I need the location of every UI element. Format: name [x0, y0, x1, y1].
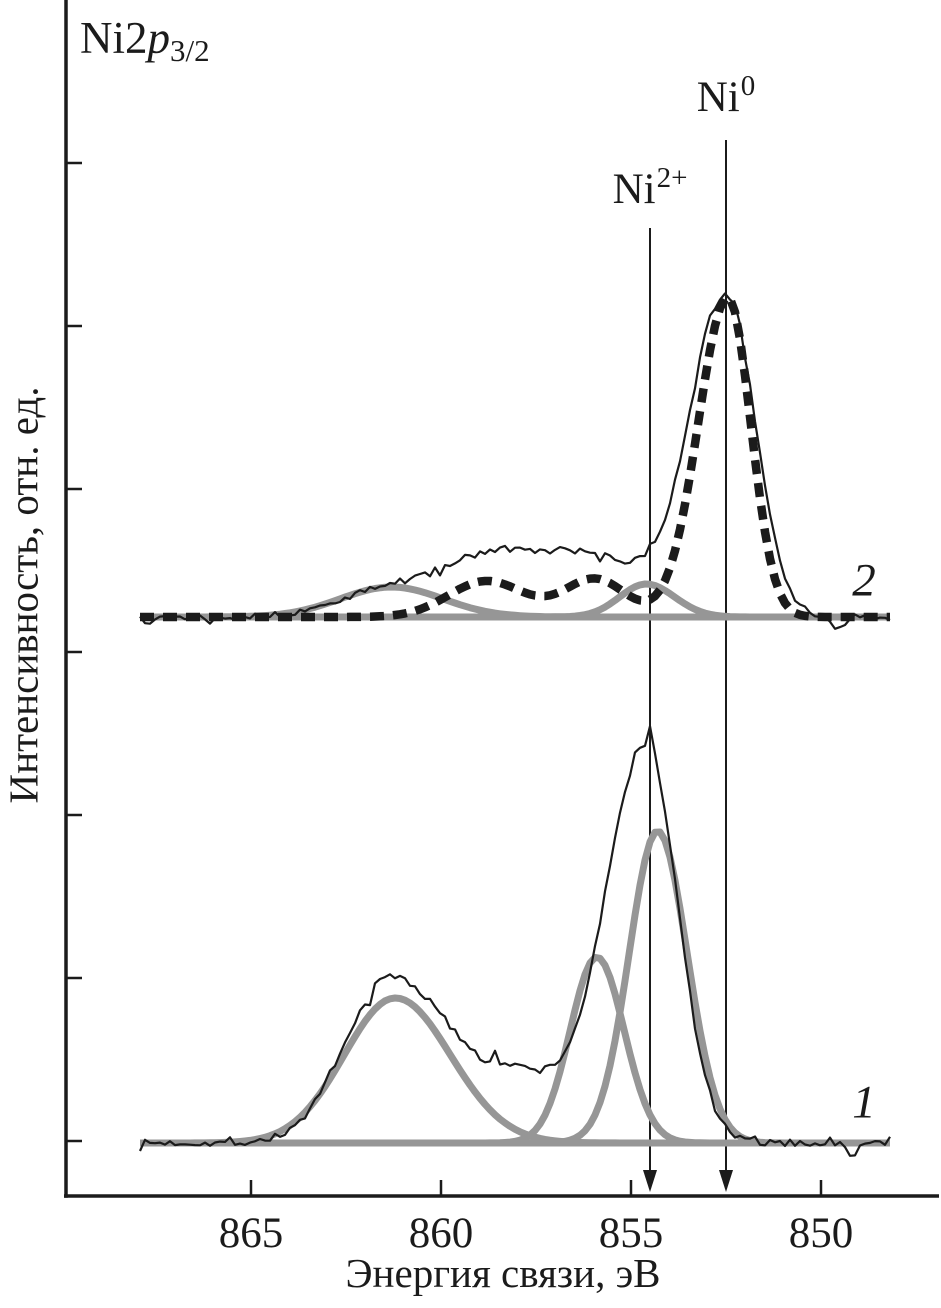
marker-label-ni0-base: Ni: [696, 74, 740, 121]
marker-label-ni0: Ni0: [696, 72, 756, 121]
curve-label-spectrum-2: 2: [852, 554, 876, 607]
spectrum-2-dashed-curve: [140, 294, 890, 622]
x-axis-title: Энергия связи, эВ: [345, 1250, 661, 1296]
spectrum-1-component-2: [140, 828, 890, 1147]
y-axis-title: Интенсивность, отн. ед.: [0, 386, 47, 804]
plot-title-orbital: p: [147, 13, 171, 63]
x-tick-label-3: 850: [789, 1210, 854, 1257]
curve-label-spectrum-1: 1: [852, 1076, 876, 1129]
plot-title: Ni2p3/2: [80, 13, 210, 67]
plot-title-subscript: 3/2: [170, 33, 210, 69]
marker-arrowhead-0: [643, 1170, 657, 1192]
spectrum-1-component-1: [140, 953, 890, 1147]
marker-label-ni2plus: Ni2+: [612, 164, 688, 213]
spectrum-1-component-0: [140, 994, 890, 1147]
marker-label-ni2plus-sup: 2+: [656, 162, 688, 195]
marker-label-ni0-sup: 0: [740, 70, 756, 103]
spectrum-2-component-0: [140, 583, 890, 621]
x-tick-label-0: 865: [219, 1210, 284, 1257]
marker-label-ni2plus-base: Ni: [612, 166, 656, 213]
x-tick-label-1: 860: [409, 1210, 474, 1257]
spectrum-1-envelope: [138, 725, 891, 1157]
x-tick-label-2: 855: [599, 1210, 664, 1257]
plot-title-prefix: Ni2: [80, 13, 148, 63]
marker-arrowhead-1: [719, 1170, 733, 1192]
